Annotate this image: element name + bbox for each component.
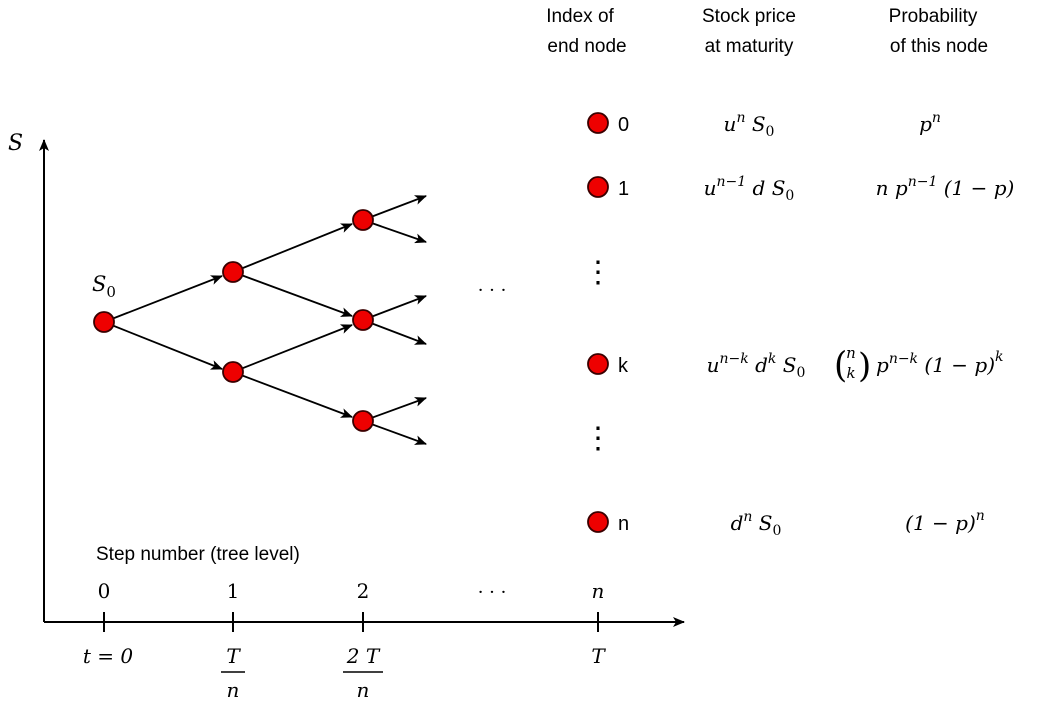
edge-root-up [103, 275, 223, 323]
prob-header-line2: of this node [890, 36, 988, 57]
end-node-index-k: k [618, 355, 629, 377]
tree-edges [103, 195, 427, 445]
step-label-1: 1 [227, 579, 240, 603]
edge-l2bot-up [362, 397, 427, 422]
prob-header-line1: Probability [889, 6, 978, 27]
edge-l1bot-up [232, 324, 353, 373]
price-header-line1: Stock price [702, 6, 796, 27]
column-headers: Index of end node Stock price at maturit… [546, 6, 988, 57]
y-axis-label: S [8, 131, 23, 156]
edge-l2mid-down [362, 319, 427, 345]
edge-l2top-down [362, 219, 427, 244]
price-row-n: dn S0 [731, 509, 782, 539]
price-row-0: un S0 [724, 110, 775, 140]
index-header-line1: Index of [546, 6, 614, 27]
root-label: S0 [92, 272, 116, 301]
binom-open-paren: ( [834, 345, 847, 386]
end-node-index-0: 0 [618, 114, 629, 136]
index-header-line2: end node [547, 36, 626, 57]
vdots-lower: ⋮ [583, 421, 613, 456]
tree-node-l2-middle [352, 309, 374, 331]
step-title: Step number (tree level) [96, 544, 300, 565]
step-labels: 0 1 2 · · · n [98, 579, 605, 603]
end-node-index-n: n [618, 513, 629, 535]
step-label-2: 2 [357, 579, 370, 603]
tree-node-l1-top [222, 261, 244, 283]
time-label-1-num: T [226, 644, 241, 668]
prob-row-1: n pn−1 (1 − p) [876, 174, 1015, 200]
price-row-k: un−k dk S0 [707, 351, 806, 381]
tree-ellipsis: · · · [478, 280, 507, 301]
binom-close-paren: ) [858, 346, 871, 386]
time-label-T: T [591, 644, 606, 668]
edge-l2mid-up [362, 295, 427, 321]
end-node-n [587, 511, 609, 533]
edge-l2bot-down [362, 420, 427, 445]
edge-l1top-up [232, 223, 353, 273]
edge-root-down [103, 321, 223, 370]
tree-node-l2-top [352, 209, 374, 231]
edge-l1top-down [232, 271, 353, 317]
time-labels: t = 0 T n 2 T n T [83, 644, 606, 702]
end-node-k [587, 353, 609, 375]
x-axis-ticks [103, 612, 599, 632]
end-node-1 [587, 176, 609, 198]
end-node-0 [587, 112, 609, 134]
binom-bottom: k [846, 364, 855, 382]
prob-row-k: pn−k (1 − p)k [876, 349, 1004, 377]
tree-node-l2-bottom [352, 410, 374, 432]
price-column: un S0 un−1 d S0 un−k dk S0 dn S0 [704, 110, 806, 539]
price-row-1: un−1 d S0 [704, 174, 795, 204]
tree-node-l1-bottom [222, 361, 244, 383]
end-node-markers [587, 112, 609, 533]
time-label-2-num: 2 T [346, 644, 381, 668]
step-label-ellipsis: · · · [478, 582, 507, 603]
tree-node-root [93, 311, 115, 333]
prob-row-0: pn [919, 110, 941, 136]
time-label-t0: t = 0 [83, 644, 134, 668]
binom-top: n [846, 344, 856, 362]
binomial-coefficient: ( n k ) [834, 344, 871, 386]
tree-nodes [93, 209, 374, 432]
vdots-upper: ⋮ [583, 255, 613, 290]
step-label-0: 0 [98, 579, 111, 603]
time-label-2-den: n [357, 678, 370, 702]
probability-column: pn n pn−1 (1 − p) ( n k ) pn−k (1 − p)k … [834, 110, 1014, 535]
prob-row-n: (1 − p)n [905, 508, 985, 535]
end-node-index-1: 1 [618, 178, 629, 200]
edge-l2top-up [362, 195, 427, 221]
edge-l1bot-down [232, 371, 353, 418]
price-header-line2: at maturity [705, 36, 794, 57]
step-label-n: n [592, 579, 605, 603]
time-label-1-den: n [227, 678, 240, 702]
end-node-indices: 0 1 k n [618, 114, 629, 535]
